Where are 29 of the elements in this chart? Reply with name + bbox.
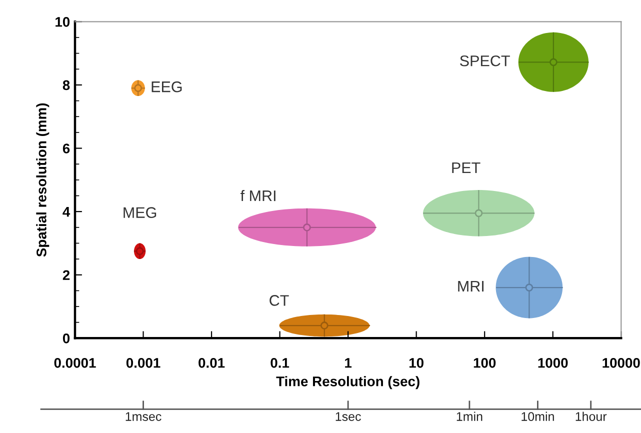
y-tick-label: 10 [56, 16, 70, 27]
x-tick-label: 0.01 [198, 358, 225, 368]
text: MRI [458, 280, 484, 292]
ref-line-label: 10min [522, 412, 554, 421]
x-tick-label: 1000 [538, 358, 568, 368]
y-tick-label: 4 [62, 207, 70, 217]
x-tick-label: 100 [474, 358, 496, 368]
y-tick-label: 2 [62, 270, 70, 280]
y-tick-label: 8 [62, 80, 70, 90]
text: CT [270, 295, 289, 306]
ref-line-label: 1sec [336, 412, 361, 421]
y-tick-label: 6 [62, 144, 70, 154]
series-label: EEG [152, 81, 182, 92]
y-axis-title: Spatial resolution (mm) [36, 103, 50, 257]
text: f MRI [240, 190, 276, 202]
x-axis-title: Time Resolution (sec) [276, 376, 420, 390]
series-label: MEG [124, 207, 156, 218]
x-tick-label: 10000 [602, 358, 640, 368]
y-tick-label: 0 [62, 334, 70, 344]
ref-line-label: 1min [456, 412, 482, 421]
ref-line-label: 1hour [576, 412, 607, 421]
x-tick-label: 0.001 [126, 358, 160, 368]
x-tick-label: 0.0001 [54, 358, 96, 368]
x-tick-label: 1 [345, 358, 352, 368]
x-tick-label: 0.1 [270, 358, 290, 368]
ref-line-label: 1msec [126, 412, 162, 421]
text: SPECT [460, 55, 510, 66]
x-tick-label: 10 [409, 358, 424, 368]
text: PET [452, 162, 480, 173]
